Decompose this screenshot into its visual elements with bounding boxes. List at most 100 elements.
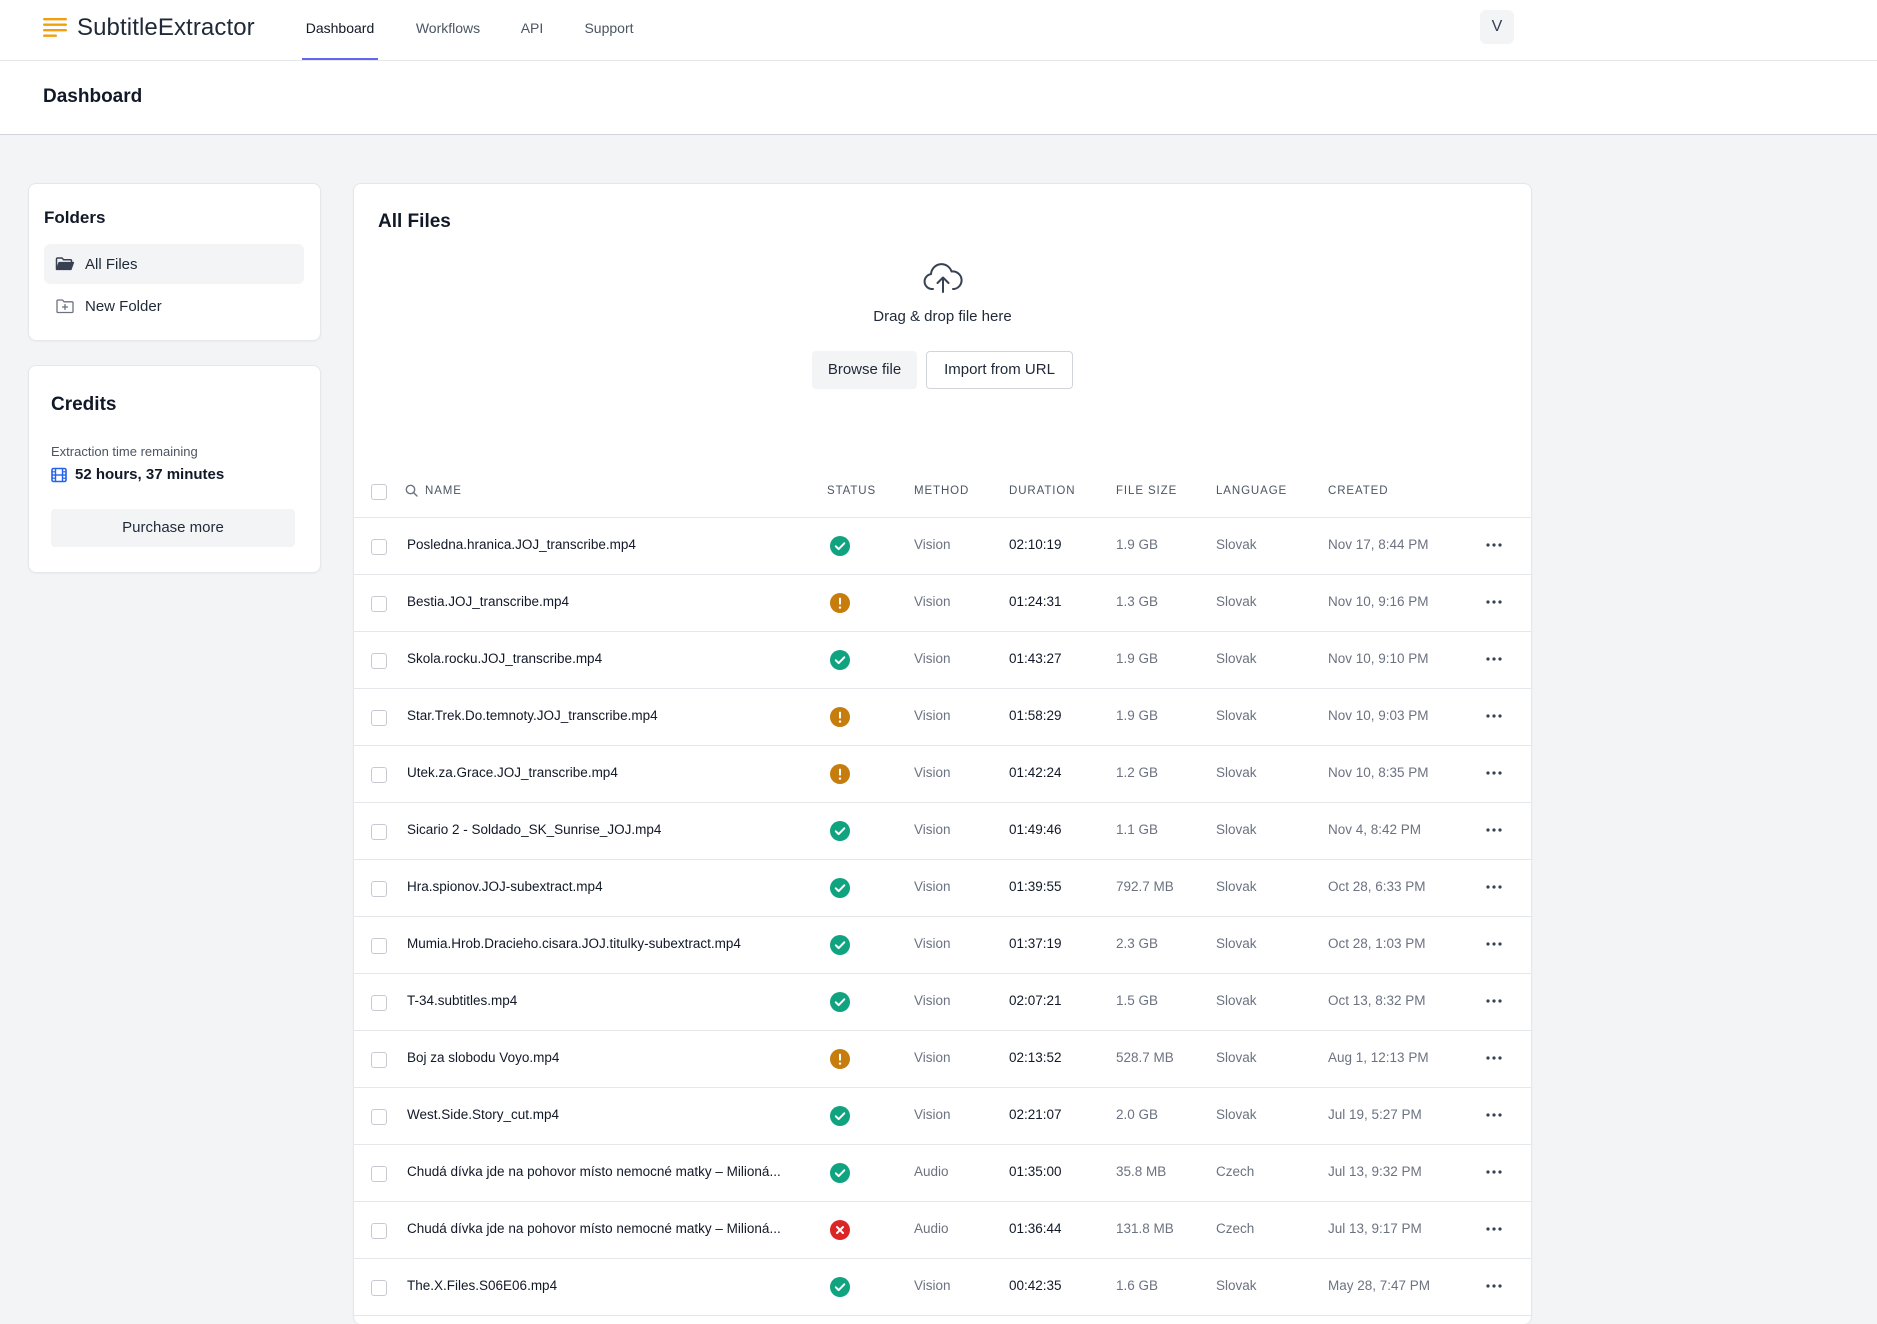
table-row[interactable]: The.X.Files.S06E06.mp4 Vision 00:42:35 1.6 … [354,1259,1531,1316]
file-language: Slovak [1216,879,1257,894]
table-row[interactable]: Posledna.hranica.JOJ_transcribe.mp4 Visio… [354,518,1531,575]
nav-support[interactable]: Support [584,20,634,36]
nav-workflows[interactable]: Workflows [415,20,481,36]
table-row[interactable]: Skola.rocku.JOJ_transcribe.mp4 Vision 01:4… [354,632,1531,689]
table-row[interactable]: Hra.spionov.JOJ-subextract.mp4 Vision 01:3… [354,860,1531,917]
new-folder-button[interactable]: New Folder [44,286,304,326]
file-method: Vision [914,1107,951,1122]
row-checkbox[interactable] [371,710,387,726]
table-row[interactable]: West.Side.Story_cut.mp4 Vision 02:21:07 2.0… [354,1088,1531,1145]
file-name[interactable]: Utek.za.Grace.JOJ_transcribe.mp4 [407,765,618,780]
file-name[interactable]: Bestia.JOJ_transcribe.mp4 [407,594,570,609]
row-checkbox[interactable] [371,824,387,840]
table-header: Name Status Method Duration File Size La… [354,464,1531,518]
file-size: 2.3 GB [1116,936,1159,951]
film-icon [51,467,67,483]
row-checkbox[interactable] [371,1052,387,1068]
more-options-icon[interactable] [1482,1160,1506,1184]
more-options-icon[interactable] [1482,761,1506,785]
file-name[interactable]: Mumia.Hrob.Dracieho.cisara.JOJ.titulky-s… [407,936,741,951]
file-name[interactable]: Star.Trek.Do.temnoty.JOJ_transcribe.mp4 [407,708,658,723]
row-checkbox[interactable] [371,539,387,555]
file-duration: 00:42:35 [1009,1278,1062,1293]
file-created: Nov 10, 9:16 PM [1328,594,1429,609]
more-options-icon[interactable] [1482,989,1506,1013]
folder-item-all-files[interactable]: All Files [44,244,304,284]
browse-file-button[interactable]: Browse file [812,351,917,389]
table-row[interactable]: Star.Trek.Do.temnoty.JOJ_transcribe.mp4 V… [354,689,1531,746]
table-row[interactable]: Chudá dívka jde na pohovor místo nemocné… [354,1202,1531,1259]
file-created: Nov 10, 8:35 PM [1328,765,1429,780]
credits-title: Credits [51,394,117,415]
column-header-language: Language [1216,485,1288,497]
more-options-icon[interactable] [1482,875,1506,899]
file-name[interactable]: The.X.Files.S06E06.mp4 [407,1278,558,1293]
table-row[interactable]: T-34.subtitles.mp4 Vision 02:07:21 1.5 GB Sl… [354,974,1531,1031]
table-row[interactable]: Bestia.JOJ_transcribe.mp4 Vision 01:24:31 1… [354,575,1531,632]
file-name[interactable]: Chudá dívka jde na pohovor místo nemocné… [407,1164,781,1179]
more-options-icon[interactable] [1482,590,1506,614]
row-checkbox[interactable] [371,995,387,1011]
column-header-name[interactable]: Name [425,485,462,497]
more-options-icon[interactable] [1482,704,1506,728]
select-all-checkbox[interactable] [371,484,387,500]
table-row[interactable]: Utek.za.Grace.JOJ_transcribe.mp4 Vision 01… [354,746,1531,803]
file-size: 1.5 GB [1116,993,1159,1008]
file-name[interactable]: Boj za slobodu Voyo.mp4 [407,1050,560,1065]
nav-api[interactable]: API [520,20,544,36]
file-language: Slovak [1216,1050,1257,1065]
more-options-icon[interactable] [1482,818,1506,842]
table-row[interactable]: Chudá dívka jde na pohovor místo nemocné… [354,1145,1531,1202]
row-checkbox[interactable] [371,881,387,897]
user-avatar-button[interactable]: V [1480,10,1514,44]
file-name[interactable]: West.Side.Story_cut.mp4 [407,1107,560,1122]
more-options-icon[interactable] [1482,932,1506,956]
row-checkbox[interactable] [371,938,387,954]
file-name[interactable]: T-34.subtitles.mp4 [407,993,518,1008]
table-row[interactable]: Sicario 2 - Soldado_SK_Sunrise_JOJ.mp4 Vi… [354,803,1531,860]
file-name[interactable]: Chudá dívka jde na pohovor místo nemocné… [407,1221,781,1236]
more-options-icon[interactable] [1482,647,1506,671]
file-size: 35.8 MB [1116,1164,1167,1179]
row-checkbox[interactable] [371,1223,387,1239]
file-name[interactable]: Hra.spionov.JOJ-subextract.mp4 [407,879,603,894]
row-checkbox[interactable] [371,596,387,612]
folders-card: Folders All Files New Folder [28,183,321,341]
purchase-more-button[interactable]: Purchase more [51,509,295,547]
nav-dashboard[interactable]: Dashboard [302,0,378,60]
row-checkbox[interactable] [371,767,387,783]
file-duration: 01:35:00 [1009,1164,1062,1179]
files-card: All Files Drag & drop file here Browse f… [353,183,1532,1324]
more-options-icon[interactable] [1482,1046,1506,1070]
file-name[interactable]: Posledna.hranica.JOJ_transcribe.mp4 [407,537,636,552]
status-success-icon [830,821,850,841]
table-body: Posledna.hranica.JOJ_transcribe.mp4 Visio… [354,518,1531,1316]
brand-logo[interactable]: SubtitleExtractor [43,12,255,44]
file-duration: 02:21:07 [1009,1107,1062,1122]
menu-lines-icon [43,18,67,37]
import-url-button[interactable]: Import from URL [926,351,1073,389]
status-error-icon [830,1220,850,1240]
search-icon[interactable] [405,484,418,497]
more-options-icon[interactable] [1482,1103,1506,1127]
file-name[interactable]: Sicario 2 - Soldado_SK_Sunrise_JOJ.mp4 [407,822,662,837]
table-row[interactable]: Boj za slobodu Voyo.mp4 Vision 02:13:52 528… [354,1031,1531,1088]
file-size: 131.8 MB [1116,1221,1174,1236]
more-options-icon[interactable] [1482,533,1506,557]
file-method: Vision [914,708,951,723]
table-row[interactable]: Mumia.Hrob.Dracieho.cisara.JOJ.titulky-s… [354,917,1531,974]
row-checkbox[interactable] [371,1280,387,1296]
upload-dropzone[interactable]: Drag & drop file here Browse file Import… [354,262,1531,412]
more-options-icon[interactable] [1482,1274,1506,1298]
row-checkbox[interactable] [371,653,387,669]
more-options-icon[interactable] [1482,1217,1506,1241]
file-method: Vision [914,1278,951,1293]
file-created: Oct 28, 1:03 PM [1328,936,1426,951]
row-checkbox[interactable] [371,1166,387,1182]
status-success-icon [830,935,850,955]
file-language: Slovak [1216,594,1257,609]
column-header-file-size: File Size [1116,485,1178,497]
file-name[interactable]: Skola.rocku.JOJ_transcribe.mp4 [407,651,603,666]
row-checkbox[interactable] [371,1109,387,1125]
cloud-upload-icon [923,263,963,293]
